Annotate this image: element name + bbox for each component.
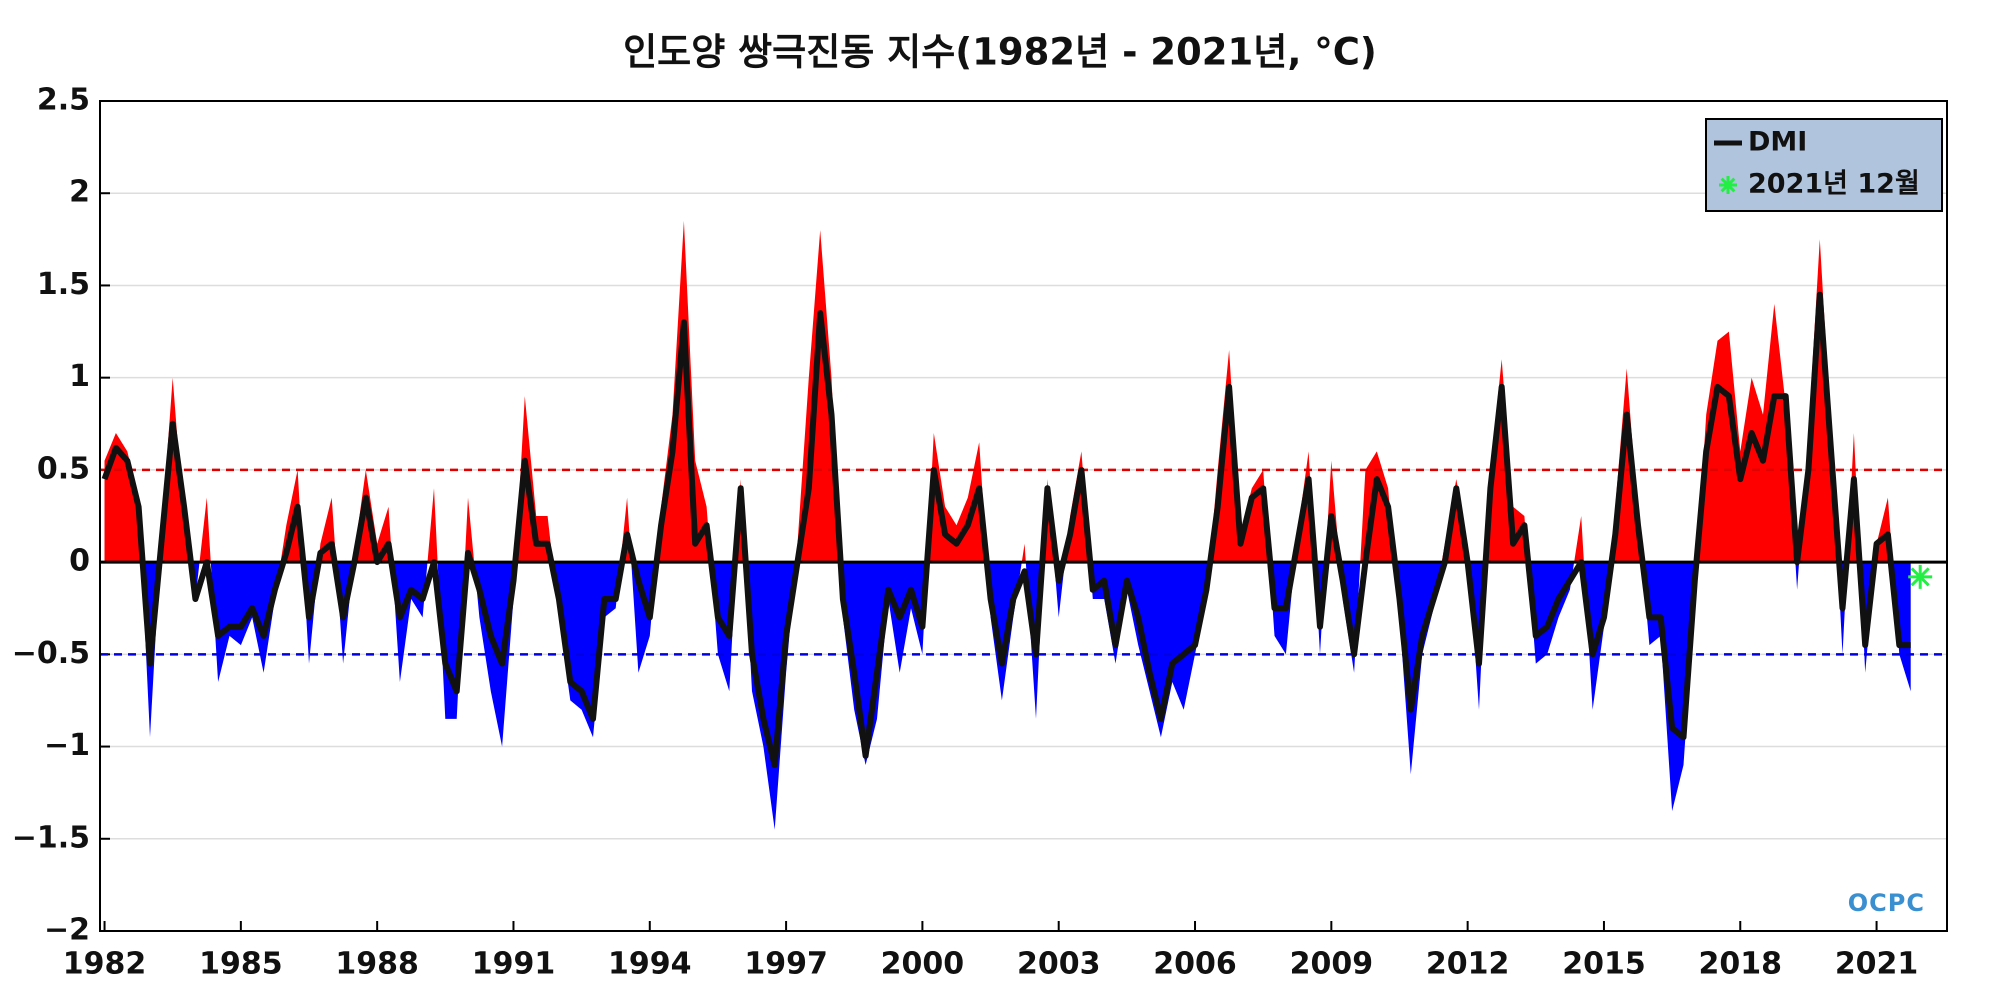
y-tick-label: 0.5 — [37, 451, 90, 486]
x-tick-label: 2012 — [1426, 947, 1510, 982]
y-tick-label: 1.5 — [37, 267, 90, 302]
star-stroke — [1720, 177, 1736, 193]
star-marker — [1719, 176, 1737, 194]
y-tick-label: −1.5 — [12, 820, 90, 855]
x-tick-label: 1994 — [608, 947, 692, 982]
plot-frame — [99, 100, 1948, 932]
star-stroke — [1910, 567, 1930, 587]
legend-label: DMI — [1748, 127, 1807, 158]
x-tick-label: 1997 — [744, 947, 828, 982]
logo: OCPC — [1848, 889, 1925, 917]
y-tick-label: 2.5 — [37, 83, 90, 118]
y-tick-label: 1 — [69, 359, 90, 394]
x-tick-label: 2015 — [1562, 947, 1646, 982]
y-tick-label: 0 — [69, 544, 90, 579]
x-tick-label: 1988 — [335, 947, 419, 982]
x-tick-label: 2009 — [1290, 947, 1374, 982]
y-tick-label: 2 — [69, 175, 90, 210]
x-tick-label: 2021 — [1835, 947, 1919, 982]
x-tick-label: 2006 — [1153, 947, 1237, 982]
series-line — [101, 291, 1911, 768]
x-tick-label: 1991 — [472, 947, 556, 982]
y-tick-label: −2 — [44, 913, 90, 948]
x-tick-label: 2003 — [1017, 947, 1101, 982]
x-tick-label: 1985 — [199, 947, 283, 982]
legend-box — [1705, 118, 1943, 212]
star-marker — [1908, 564, 1933, 589]
area-positive — [104, 220, 1911, 563]
area-negative — [141, 562, 1911, 830]
x-tick-label: 2000 — [881, 947, 965, 982]
chart-title: 인도양 쌍극진동 지수(1982년 - 2021년, °C) — [623, 31, 1377, 74]
x-tick-label: 1982 — [63, 947, 147, 982]
legend-label: 2021년 12월 — [1748, 169, 1920, 200]
y-tick-label: −0.5 — [12, 636, 90, 671]
y-tick-label: −1 — [44, 728, 90, 763]
x-tick-label: 2018 — [1699, 947, 1783, 982]
